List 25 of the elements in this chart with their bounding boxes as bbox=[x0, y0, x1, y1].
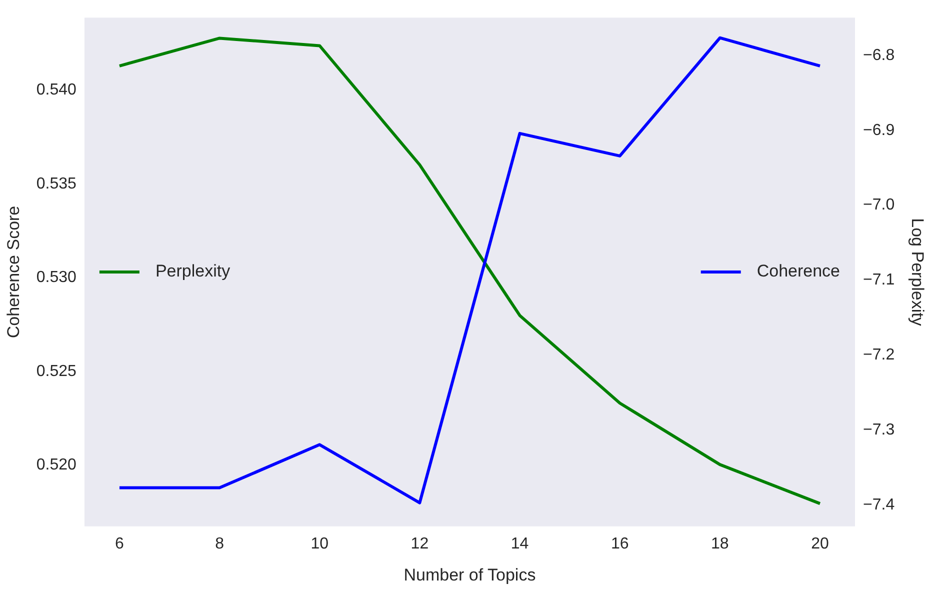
y-tick-label: 0.520 bbox=[36, 456, 77, 474]
y2-tick-label: −7.2 bbox=[863, 346, 895, 364]
y-tick-label: 0.535 bbox=[36, 175, 77, 192]
legend-label: Coherence bbox=[756, 262, 840, 281]
x-tick-label: 20 bbox=[811, 535, 829, 552]
y-tick-label: 0.530 bbox=[36, 269, 77, 286]
x-axis-title: Number of Topics bbox=[404, 565, 536, 584]
y2-tick-label: −7.1 bbox=[863, 272, 895, 289]
y2-tick-label: −6.9 bbox=[863, 122, 895, 139]
y2-tick-label: −7.0 bbox=[863, 196, 895, 214]
y2-tick-label: −6.8 bbox=[863, 46, 895, 64]
y-tick-label: 0.525 bbox=[36, 362, 77, 380]
y2-axis-title: Log Perplexity bbox=[908, 218, 928, 326]
x-tick-label: 8 bbox=[215, 535, 224, 552]
y-axis-title: Coherence Score bbox=[4, 206, 23, 338]
x-tick-label: 16 bbox=[610, 535, 629, 552]
y2-tick-label: −7.4 bbox=[863, 496, 895, 514]
x-tick-label: 14 bbox=[510, 535, 529, 552]
y2-tick-label: −7.3 bbox=[863, 422, 895, 439]
x-tick-label: 6 bbox=[115, 535, 124, 552]
x-tick-label: 12 bbox=[410, 535, 429, 552]
x-tick-label: 10 bbox=[310, 535, 329, 552]
legend-label: Perplexity bbox=[155, 262, 231, 281]
x-tick-label: 18 bbox=[711, 535, 729, 552]
y-tick-label: 0.540 bbox=[36, 82, 77, 99]
